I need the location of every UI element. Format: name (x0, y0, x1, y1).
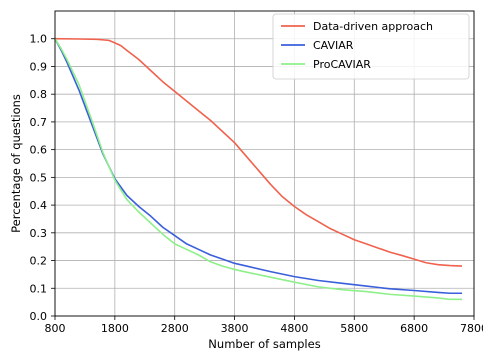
legend-label-2: ProCAVIAR (313, 58, 371, 71)
y-tick-label: 0.9 (30, 60, 48, 73)
y-tick-label: 0.8 (30, 88, 48, 101)
series-layer (54, 37, 463, 301)
series-line-0 (54, 37, 463, 267)
x-tick-label: 800 (45, 322, 66, 335)
y-tick-label: 0.3 (30, 227, 48, 240)
y-tick-label: 0.7 (30, 116, 48, 129)
y-axis: 0.0 0.1 0.2 0.3 0.4 0.5 0.6 0.7 0.8 0.9 1.0 (30, 33, 55, 323)
legend-label-1: CAVIAR (313, 39, 354, 52)
x-tick-label: 2800 (161, 322, 189, 335)
plot-frame (54, 10, 475, 317)
y-tick-label: 0.1 (30, 282, 48, 295)
y-axis-label: Percentage of questions (9, 94, 23, 233)
x-tick-label: 3800 (221, 322, 249, 335)
legend: Data-driven approach CAVIAR ProCAVIAR (272, 13, 470, 80)
y-tick-label: 0.0 (30, 310, 48, 323)
x-tick-label: 5800 (340, 322, 368, 335)
y-tick-label: 0.2 (30, 255, 48, 268)
y-tick-label: 0.4 (30, 199, 48, 212)
x-axis-label: Number of samples (208, 337, 320, 351)
legend-label-0: Data-driven approach (313, 20, 433, 33)
x-tick-label: 1800 (101, 322, 129, 335)
x-tick-label: 4800 (280, 322, 308, 335)
series-line-2 (54, 38, 463, 301)
y-tick-label: 0.5 (30, 171, 48, 184)
y-tick-label: 0.6 (30, 144, 48, 157)
series-line-1 (54, 38, 463, 295)
x-tick-label: 6800 (400, 322, 428, 335)
y-tick-label: 1.0 (30, 33, 48, 46)
legend-box (272, 13, 470, 80)
